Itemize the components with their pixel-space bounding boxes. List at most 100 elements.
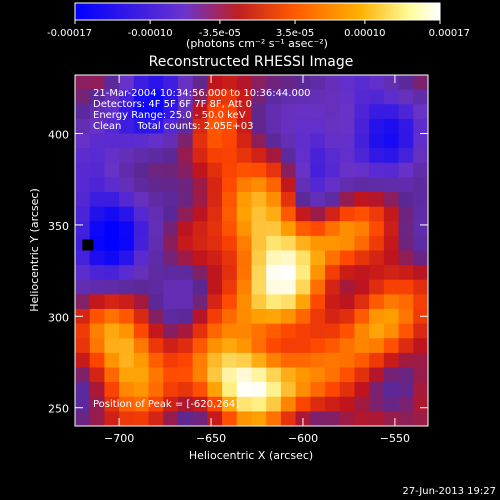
heatmap-cell (236, 323, 253, 339)
heatmap-cell (339, 75, 356, 91)
heatmap-cell (266, 396, 282, 412)
heatmap-cell (280, 192, 297, 208)
y-tick-label: 250 (48, 403, 69, 416)
heatmap-cell (310, 75, 326, 91)
heatmap-cell (369, 396, 385, 412)
heatmap-cell (398, 118, 414, 135)
heatmap-cell (222, 250, 238, 266)
heatmap-cell (251, 235, 267, 252)
heatmap-cell (207, 133, 223, 149)
heatmap-cell (339, 279, 356, 295)
heatmap-cell (251, 206, 267, 222)
heatmap-cell (133, 192, 150, 208)
heatmap-cell (354, 382, 370, 398)
heatmap-cell (413, 235, 428, 252)
heatmap-cell (104, 206, 120, 222)
heatmap-cell (222, 382, 238, 398)
heatmap-cell (295, 89, 311, 105)
heatmap-cell (163, 338, 179, 354)
heatmap-cell (163, 118, 179, 135)
heatmap-cell (75, 162, 91, 178)
heatmap-cell (354, 162, 370, 178)
heatmap-cell (413, 411, 428, 426)
heatmap-cell (148, 221, 164, 237)
heatmap-cell (354, 148, 370, 164)
heatmap-cell (325, 206, 341, 222)
colorbar-tick-label: -0.00017 (47, 28, 92, 39)
heatmap-cell (383, 75, 400, 91)
heatmap-cell (148, 118, 164, 135)
heatmap-cell (383, 118, 400, 135)
heatmap-cell (339, 367, 356, 383)
heatmap-cell (310, 250, 326, 266)
heatmap-cell (369, 75, 385, 91)
heatmap-cell (251, 148, 267, 164)
heatmap-cell (383, 192, 400, 208)
heatmap-cell (369, 250, 385, 266)
heatmap-cell (369, 265, 385, 281)
x-tick-label: −600 (288, 432, 318, 445)
heatmap-cell (207, 323, 223, 339)
heatmap-cell (192, 235, 208, 252)
heatmap-cell (339, 133, 356, 149)
heatmap-cell (280, 250, 297, 266)
heatmap-cell (339, 250, 356, 266)
heatmap-cell (339, 192, 356, 208)
heatmap-cell (266, 338, 282, 354)
heatmap-cell (369, 352, 385, 369)
heatmap-cell (369, 148, 385, 164)
heatmap-cell (104, 309, 120, 325)
heatmap-cell (207, 309, 223, 325)
heatmap-cell (413, 192, 428, 208)
heatmap-cell (369, 177, 385, 193)
heatmap-cell (75, 192, 91, 208)
heatmap-cell (354, 192, 370, 208)
heatmap-cell (398, 367, 414, 383)
heatmap-cell (310, 411, 326, 426)
heatmap-cell (104, 177, 120, 193)
heatmap-cell (133, 352, 150, 369)
heatmap-cell (177, 148, 194, 164)
heatmap-cell (310, 309, 326, 325)
heatmap-cell (354, 235, 370, 252)
heatmap-cell (75, 265, 91, 281)
heatmap-cell (354, 411, 370, 426)
heatmap-cell (222, 162, 238, 178)
heatmap-cell (295, 192, 311, 208)
heatmap-cell (89, 367, 106, 383)
heatmap-cell (148, 89, 164, 105)
heatmap-cell (310, 338, 326, 354)
heatmap-cell (177, 382, 194, 398)
heatmap-cell (266, 352, 282, 369)
colorbar-tick-label: -3.5e-05 (199, 28, 241, 39)
heatmap-cell (354, 367, 370, 383)
heatmap-cell (369, 367, 385, 383)
heatmap-cell (354, 89, 370, 105)
heatmap-cell (280, 294, 297, 310)
heatmap-cell (383, 352, 400, 369)
heatmap-cell (339, 104, 356, 120)
heatmap-cell (339, 235, 356, 252)
heatmap-cell (295, 265, 311, 281)
y-axis-label: Heliocentric Y (arcsec) (28, 188, 41, 312)
heatmap-cell (325, 133, 341, 149)
heatmap-cell (133, 265, 150, 281)
heatmap-cell (354, 177, 370, 193)
heatmap-cell (207, 206, 223, 222)
heatmap-cell (398, 133, 414, 149)
heatmap-cell (295, 352, 311, 369)
heatmap-cell (104, 352, 120, 369)
footer-date: 27-Jun-2013 19:27 (402, 486, 496, 497)
heatmap-cell (222, 396, 238, 412)
heatmap-cell (251, 75, 267, 91)
heatmap-cell (119, 309, 135, 325)
heatmap-cell (133, 133, 150, 149)
heatmap-cell (369, 118, 385, 135)
heatmap-cell (236, 104, 253, 120)
y-tick-label: 400 (48, 129, 69, 142)
heatmap-cell (369, 89, 385, 105)
heatmap-cell (280, 235, 297, 252)
heatmap-cell (148, 294, 164, 310)
heatmap-cell (251, 104, 267, 120)
